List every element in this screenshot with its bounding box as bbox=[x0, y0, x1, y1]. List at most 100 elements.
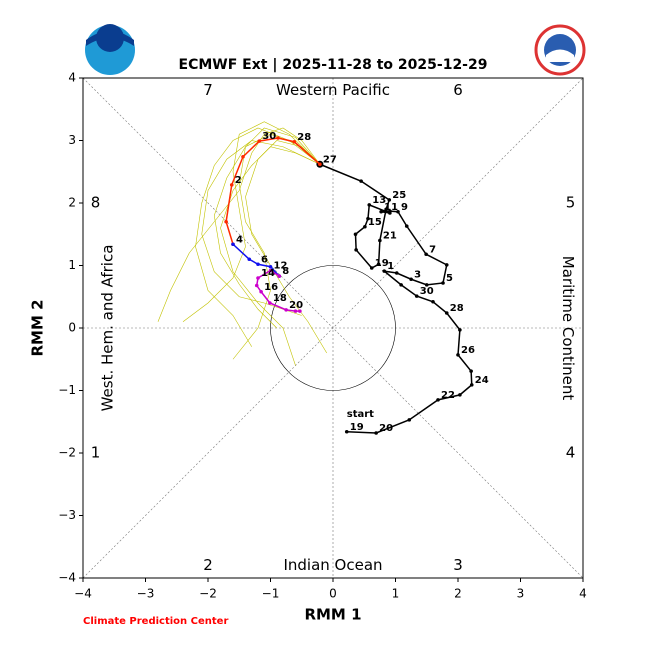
day-label: 8 bbox=[282, 266, 289, 277]
x-tick-label: 4 bbox=[579, 587, 587, 601]
day-label: 13 bbox=[372, 195, 386, 206]
ensemble-member bbox=[195, 127, 321, 347]
x-tick-label: −2 bbox=[199, 587, 217, 601]
phase-label: 2 bbox=[203, 556, 213, 574]
day-label: 1 bbox=[387, 261, 394, 272]
track-point bbox=[469, 383, 474, 387]
track-point bbox=[344, 429, 349, 434]
y-tick-label: −1 bbox=[58, 383, 76, 397]
phase-label: 3 bbox=[453, 556, 463, 574]
day-label: 11 bbox=[384, 202, 398, 213]
track-point bbox=[277, 274, 282, 278]
track-point bbox=[394, 271, 399, 275]
track-point bbox=[354, 248, 358, 252]
phase-label: 5 bbox=[566, 194, 576, 212]
track-point bbox=[241, 154, 245, 159]
track-point bbox=[376, 262, 381, 267]
day-label: 30 bbox=[262, 131, 276, 142]
track-point bbox=[284, 308, 288, 312]
ensemble-member bbox=[201, 140, 321, 316]
day-label: 3 bbox=[414, 269, 421, 280]
track-point bbox=[387, 198, 392, 202]
track-point bbox=[292, 139, 297, 144]
track-point bbox=[424, 283, 429, 287]
day-label: 25 bbox=[392, 190, 406, 201]
day-label: 20 bbox=[379, 423, 393, 434]
day-label: 27 bbox=[323, 154, 337, 165]
track-point bbox=[229, 183, 234, 187]
track-point bbox=[469, 369, 473, 373]
y-tick-label: −4 bbox=[58, 571, 76, 585]
track-point bbox=[359, 179, 363, 183]
track-point bbox=[366, 216, 370, 221]
day-label: 12 bbox=[274, 261, 288, 272]
track-point bbox=[293, 309, 298, 313]
track-point bbox=[247, 257, 252, 262]
track-point bbox=[384, 207, 388, 212]
day-label: 5 bbox=[446, 273, 453, 284]
day-label: 22 bbox=[441, 390, 455, 401]
day-label: 9 bbox=[401, 202, 408, 213]
track-point bbox=[399, 283, 403, 287]
track-point bbox=[458, 328, 462, 332]
credit: Climate Prediction Center bbox=[83, 616, 228, 627]
day-label: 26 bbox=[461, 345, 475, 356]
track-point bbox=[363, 224, 367, 229]
region-label: Indian Ocean bbox=[283, 556, 382, 574]
track-point bbox=[268, 268, 273, 273]
phase-label: 7 bbox=[203, 81, 213, 99]
region-label: Western Pacific bbox=[276, 81, 390, 99]
x-tick-label: 2 bbox=[454, 587, 462, 601]
track-point bbox=[276, 136, 280, 140]
ensemble-member bbox=[220, 146, 321, 366]
chart-title: ECMWF Ext | 2025-11-28 to 2025-12-29 bbox=[179, 57, 488, 73]
track-point bbox=[424, 252, 428, 257]
unit-circle bbox=[270, 265, 396, 391]
track-point bbox=[318, 162, 322, 167]
track-point bbox=[409, 277, 413, 282]
phase-label: 8 bbox=[91, 194, 101, 212]
track-point bbox=[256, 276, 260, 280]
region-label: Maritime Continent bbox=[559, 256, 577, 401]
track-point bbox=[259, 289, 263, 294]
track-point bbox=[378, 238, 382, 243]
track-point bbox=[369, 266, 374, 270]
track-point bbox=[444, 263, 449, 267]
track-point bbox=[268, 264, 273, 269]
track-point bbox=[268, 301, 272, 305]
x-tick-label: 1 bbox=[392, 587, 400, 601]
y-tick-label: 2 bbox=[68, 196, 76, 210]
track-point bbox=[404, 224, 409, 228]
day-label: 24 bbox=[475, 375, 489, 386]
track-point bbox=[298, 309, 302, 313]
x-axis-label: RMM 1 bbox=[304, 606, 361, 624]
day-label: 4 bbox=[236, 234, 243, 245]
day-label: 19 bbox=[375, 258, 389, 269]
day-label: 19 bbox=[350, 422, 364, 433]
day-label: 28 bbox=[450, 303, 464, 314]
track-point bbox=[353, 232, 358, 237]
phase-label: 6 bbox=[453, 81, 463, 99]
track-point bbox=[254, 283, 259, 288]
forecast-track bbox=[225, 137, 321, 245]
track-point bbox=[374, 431, 378, 435]
y-tick-label: 1 bbox=[68, 258, 76, 272]
day-label: 7 bbox=[429, 244, 436, 255]
day-label: 21 bbox=[383, 231, 397, 242]
track-point bbox=[256, 262, 260, 267]
y-tick-label: 4 bbox=[68, 71, 76, 85]
track-point bbox=[382, 269, 387, 273]
x-tick-label: 3 bbox=[517, 587, 525, 601]
y-axis-label: RMM 2 bbox=[29, 299, 47, 356]
x-tick-label: −4 bbox=[74, 587, 92, 601]
track-point bbox=[379, 209, 383, 214]
day-label: 16 bbox=[264, 282, 278, 293]
track-point bbox=[231, 242, 235, 247]
track-point bbox=[396, 209, 400, 214]
day-label: 30 bbox=[420, 286, 434, 297]
track-point bbox=[458, 393, 462, 397]
ensemble-member bbox=[157, 127, 321, 322]
ensemble-member bbox=[182, 121, 321, 322]
track-point bbox=[224, 219, 228, 224]
